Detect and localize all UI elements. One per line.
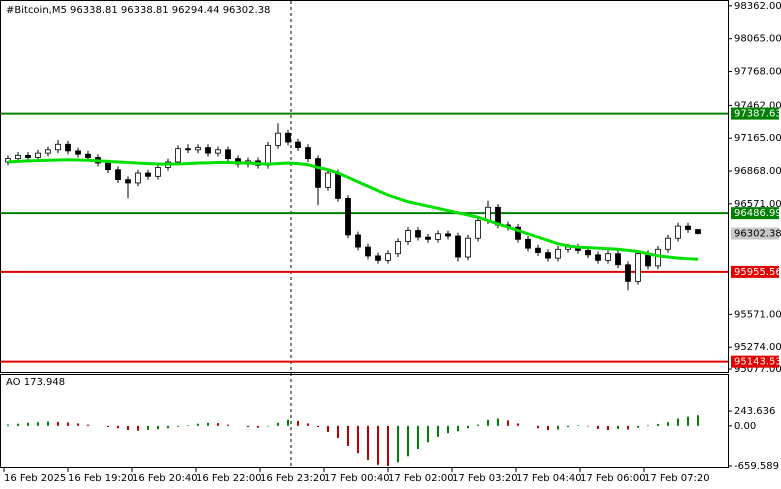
candle-body — [185, 148, 191, 151]
candle-body — [515, 226, 521, 240]
indicator-tick-label: -659.589 — [734, 461, 779, 472]
level-label-box — [731, 265, 779, 278]
y-tick-label: 97462.00 — [734, 100, 781, 111]
candle-body — [285, 132, 291, 143]
candle-body — [415, 230, 421, 238]
candle-body — [635, 253, 641, 282]
candle-body — [555, 248, 561, 259]
moving-average — [7, 158, 699, 261]
candle-body — [685, 225, 691, 230]
y-tick-label: 98065.00 — [734, 34, 781, 45]
candle-body — [425, 236, 431, 240]
x-tick-label: 16 Feb 2025 — [4, 473, 66, 484]
candle-body — [65, 143, 71, 152]
candle-body — [75, 150, 81, 155]
candle-body — [455, 235, 461, 258]
y-tick-label: 96571.00 — [734, 199, 781, 210]
candle-body — [215, 149, 221, 154]
candle-body — [115, 169, 121, 181]
candle-body — [445, 233, 451, 237]
candle-body — [345, 198, 351, 236]
candle-body — [585, 249, 591, 256]
x-tick-label: 17 Feb 04:40 — [516, 473, 582, 484]
current-price-label: 96302.38 — [734, 229, 781, 240]
candle-body — [355, 234, 361, 248]
level-label: 96486.99 — [734, 208, 781, 219]
x-tick-label: 17 Feb 07:20 — [644, 473, 710, 484]
y-tick-label: 95274.00 — [734, 342, 781, 353]
current-price-box — [731, 227, 779, 240]
y-tick-label: 96868.00 — [734, 166, 781, 177]
x-tick-label: 16 Feb 22:00 — [196, 473, 262, 484]
candle-body — [325, 172, 331, 188]
candle-body — [25, 154, 31, 158]
candle-body — [605, 253, 611, 261]
candle-body — [195, 147, 201, 151]
candle-body — [525, 238, 531, 249]
level-label-box — [731, 207, 779, 220]
main-panel — [0, 0, 729, 373]
candle-body — [395, 241, 401, 255]
level-label: 97387.63 — [734, 109, 781, 120]
candle-body — [265, 144, 271, 166]
candle-body — [275, 132, 281, 146]
y-tick-label: 95571.00 — [734, 309, 781, 320]
candle-body — [675, 225, 681, 239]
candle-body — [665, 237, 671, 250]
candle-body — [545, 252, 551, 259]
candle-body — [105, 162, 111, 171]
indicator-panel — [0, 374, 729, 468]
x-tick-label: 16 Feb 20:40 — [132, 473, 198, 484]
candle-body — [175, 148, 181, 163]
x-tick-label: 17 Feb 06:00 — [580, 473, 646, 484]
y-tick-label: 97768.00 — [734, 67, 781, 78]
level-label: 95955.56 — [734, 267, 781, 278]
candle-body — [335, 172, 341, 199]
y-tick-label: 95077.00 — [734, 364, 781, 375]
candle-body — [305, 147, 311, 160]
candle-body — [475, 220, 481, 239]
y-tick-label: 98362.00 — [734, 1, 781, 12]
indicator-tick-label: 0.00 — [734, 421, 756, 432]
candle-body — [15, 154, 21, 160]
candle-body — [135, 172, 141, 184]
candle-body — [55, 143, 61, 151]
candle-body — [35, 152, 41, 158]
candle-body — [535, 247, 541, 254]
candle-body — [465, 237, 471, 258]
y-tick-label: 97165.00 — [734, 133, 781, 144]
level-label: 95143.53 — [734, 357, 781, 368]
x-tick-label: 17 Feb 03:20 — [452, 473, 518, 484]
candle-body — [155, 167, 161, 177]
candle-body — [295, 141, 301, 148]
x-tick-label: 16 Feb 23:20 — [260, 473, 326, 484]
indicator-title: AO 173.948 — [6, 377, 65, 388]
candle-body — [85, 153, 91, 158]
candle-body — [435, 233, 441, 240]
chart-title: #Bitcoin,M5 96338.81 96338.81 96294.44 9… — [6, 5, 270, 16]
candle-body — [695, 229, 701, 234]
x-tick-label: 16 Feb 19:20 — [68, 473, 134, 484]
candle-body — [385, 253, 391, 261]
x-tick-label: 17 Feb 02:00 — [388, 473, 454, 484]
x-tick-label: 17 Feb 00:40 — [324, 473, 390, 484]
level-label-box — [731, 355, 779, 368]
candle-body — [595, 254, 601, 261]
candle-body — [405, 230, 411, 242]
candle-body — [315, 158, 321, 188]
candle-body — [205, 147, 211, 154]
level-label-box — [731, 107, 779, 120]
candle-body — [225, 149, 231, 160]
candle-body — [625, 264, 631, 282]
indicator-tick-label: 243.636 — [734, 406, 775, 417]
candle-body — [375, 255, 381, 261]
candle-body — [615, 253, 621, 266]
candle-body — [365, 246, 371, 257]
candle-body — [45, 149, 51, 154]
candle-body — [145, 172, 151, 177]
candle-body — [125, 179, 131, 184]
